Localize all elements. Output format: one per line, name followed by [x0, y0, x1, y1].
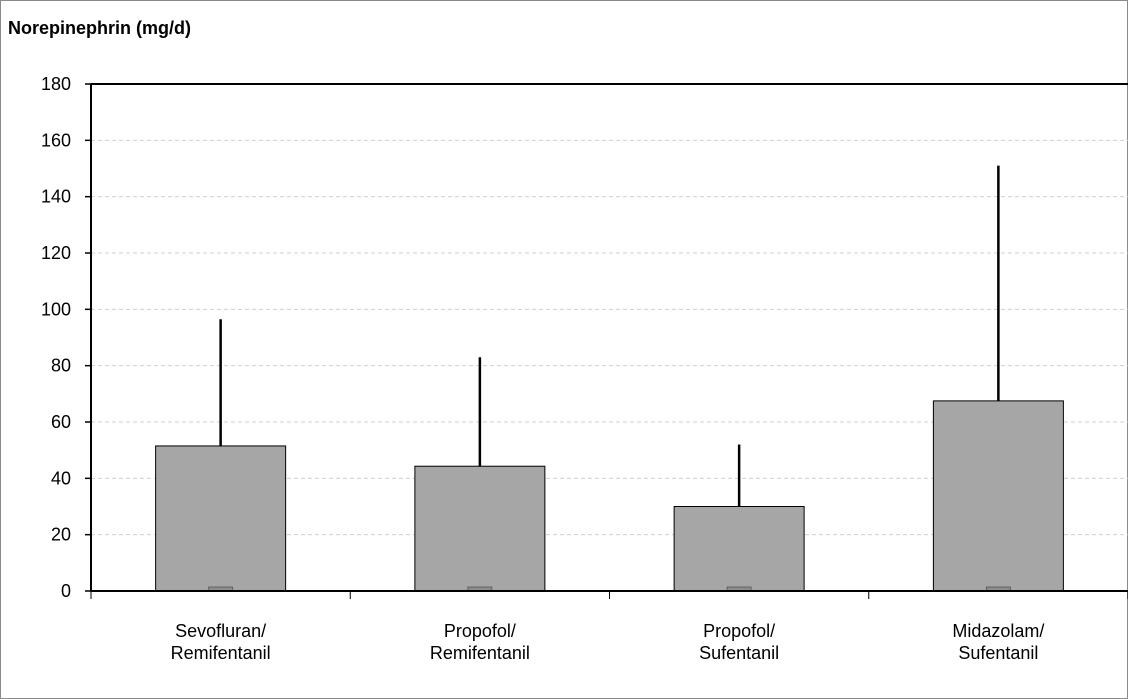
chart-title: Norepinephrin (mg/d) [8, 18, 191, 38]
y-tick-label: 120 [41, 243, 71, 263]
category-label: Sevofluran/Remifentanil [171, 621, 271, 663]
y-tick-label: 60 [51, 412, 71, 432]
y-tick-label: 80 [51, 356, 71, 376]
y-tick-label: 180 [41, 74, 71, 94]
bar [932, 400, 1064, 592]
bar [673, 506, 805, 592]
bar [155, 445, 287, 592]
category-label: Propofol/Remifentanil [430, 621, 530, 663]
category-label: Propofol/Sufentanil [699, 621, 779, 663]
y-tick-label: 100 [41, 299, 71, 319]
y-tick-label: 40 [51, 468, 71, 488]
y-tick-label: 20 [51, 525, 71, 545]
y-tick-label: 160 [41, 130, 71, 150]
bar [414, 465, 546, 592]
y-tick-label: 140 [41, 187, 71, 207]
y-tick-label: 0 [61, 581, 71, 601]
category-label: Midazolam/Sufentanil [952, 621, 1044, 663]
